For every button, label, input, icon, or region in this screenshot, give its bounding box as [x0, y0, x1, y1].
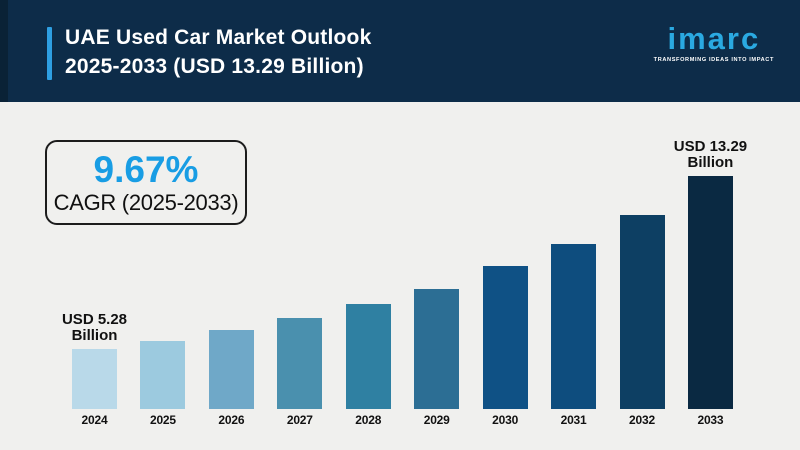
bar-value-label-2033: USD 13.29 Billion: [673, 138, 748, 171]
bar-2027: [277, 318, 323, 409]
bar-2029: [414, 289, 460, 409]
bar-2024: [72, 349, 117, 409]
bar-column-2030: 2030: [482, 266, 528, 427]
bar-2030: [482, 266, 528, 409]
x-axis-label-2032: 2032: [629, 413, 655, 427]
logo-tagline: TRANSFORMING IDEAS INTO IMPACT: [653, 57, 774, 63]
bar-chart: USD 5.28 Billion 2024 2025 2026 2027 2028 2029 2…: [62, 112, 747, 428]
x-axis-label-2026: 2026: [218, 413, 245, 427]
bar-column-2028: 2028: [345, 304, 391, 427]
bar-2031: [551, 244, 597, 409]
x-axis-label-2025: 2025: [149, 413, 176, 427]
bar-2032: [619, 215, 665, 409]
bar-column-2033: USD 13.29 Billion 2033: [674, 139, 747, 428]
imarc-logo: imarc TRANSFORMING IDEAS INTO IMPACT: [653, 21, 774, 64]
bar-2026: [208, 330, 254, 409]
x-axis-label-2027: 2027: [286, 413, 313, 427]
x-axis-label-2030: 2030: [492, 413, 519, 427]
page-title: UAE Used Car Market Outlook 2025-2033 (U…: [65, 23, 371, 81]
bar-column-2032: 2032: [619, 215, 665, 427]
page-title-line2: 2025-2033 (USD 13.29 Billion): [65, 55, 364, 78]
cagr-callout-box: 9.67% CAGR (2025-2033): [45, 140, 247, 225]
header-banner: UAE Used Car Market Outlook 2025-2033 (U…: [0, 0, 800, 102]
bar-column-2029: 2029: [414, 289, 460, 427]
x-axis-label-2031: 2031: [560, 413, 587, 427]
bar-value-label-2024: USD 5.28 Billion: [61, 311, 128, 344]
bar-2028: [345, 304, 391, 409]
x-axis-label-2024: 2024: [81, 413, 108, 427]
x-axis-label-2029: 2029: [423, 413, 450, 427]
bar-column-2027: 2027: [277, 318, 323, 427]
page-title-line1: UAE Used Car Market Outlook: [65, 26, 372, 49]
x-axis-label-2028: 2028: [355, 413, 382, 427]
bar-column-2025: 2025: [140, 341, 186, 427]
bar-2033: [687, 176, 733, 409]
bar-column-2031: 2031: [551, 244, 597, 427]
logo-wordmark: imarc: [667, 21, 761, 56]
cagr-label: CAGR (2025-2033): [53, 189, 239, 215]
bar-column-2024: USD 5.28 Billion 2024: [62, 312, 127, 428]
header-left-edge: [0, 0, 8, 102]
bar-column-2026: 2026: [208, 330, 254, 427]
cagr-value: 9.67%: [93, 148, 199, 190]
bar-2025: [140, 341, 186, 409]
x-axis-label-2033: 2033: [697, 413, 724, 427]
title-accent-bar: [47, 27, 52, 80]
